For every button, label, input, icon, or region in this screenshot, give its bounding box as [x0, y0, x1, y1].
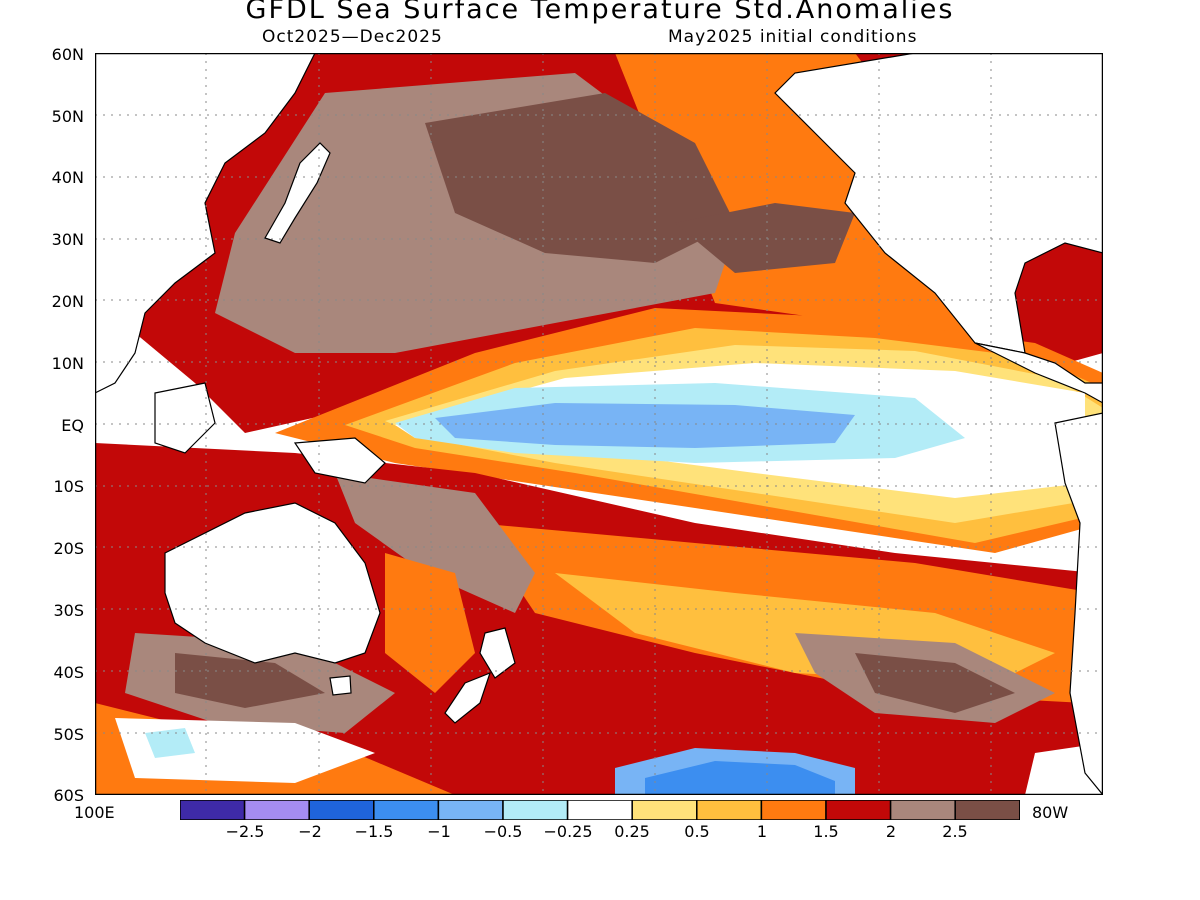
map-subtitle-period: Oct2025—Dec2025	[262, 27, 443, 47]
land-asia	[95, 53, 316, 394]
colorbar-tick-9: 1	[756, 822, 768, 841]
anomaly-region-south-brown	[335, 473, 535, 613]
lat-label-60s: 60S	[53, 786, 84, 805]
lat-label-20s: 20S	[53, 539, 84, 558]
lat-label-40s: 40S	[53, 663, 84, 682]
colorbar-swatch-13	[954, 800, 1020, 820]
colorbar-swatches	[180, 800, 1020, 820]
colorbar	[180, 800, 1020, 820]
map-title: GFDL Sea Surface Temperature Std.Anomali…	[245, 0, 955, 25]
lat-label-60n: 60N	[51, 45, 84, 64]
anomaly-region-far-south-cyan	[145, 728, 195, 758]
colorbar-swatch-9	[696, 800, 763, 820]
land-central-america	[974, 342, 1103, 404]
lat-label-10s: 10S	[53, 477, 84, 496]
lon-label-left: 100E	[74, 803, 115, 822]
anomaly-band-equatorial-blue	[435, 403, 855, 448]
lat-label-30n: 30N	[51, 230, 84, 249]
colorbar-tick-1: −2.5	[225, 822, 265, 841]
map-subtitle-initial-conditions: May2025 initial conditions	[668, 27, 918, 47]
land-masses	[95, 53, 1103, 795]
colorbar-swatch-2	[243, 800, 310, 820]
land-north-america	[774, 53, 1103, 354]
lat-label-10n: 10N	[51, 354, 84, 373]
colorbar-swatch-6	[502, 800, 569, 820]
colorbar-swatch-11	[825, 800, 892, 820]
colorbar-tick-7: 0.25	[614, 822, 650, 841]
colorbar-tick-8: 0.5	[684, 822, 710, 841]
colorbar-tick-10: 1.5	[813, 822, 839, 841]
colorbar-tick-4: −1	[427, 822, 451, 841]
colorbar-swatch-4	[373, 800, 440, 820]
colorbar-tick-6: −0.25	[543, 822, 593, 841]
anomaly-region-north-dark-brown-2	[675, 203, 855, 273]
lon-label-right: 80W	[1032, 803, 1069, 822]
colorbar-tick-3: −1.5	[354, 822, 394, 841]
land-new-zealand-south	[444, 671, 491, 724]
colorbar-swatch-8	[631, 800, 698, 820]
anomaly-region-southwest-dark-brown	[175, 653, 325, 708]
colorbar-swatch-10	[760, 800, 827, 820]
colorbar-tick-11: 2	[885, 822, 897, 841]
colorbar-swatch-12	[889, 800, 956, 820]
land-south-america	[1054, 412, 1103, 795]
colorbar-tick-5: −0.5	[483, 822, 523, 841]
land-borneo	[154, 382, 216, 454]
anomaly-region-north-dark-brown	[425, 93, 735, 263]
colorbar-swatch-5	[437, 800, 504, 820]
anomaly-map	[95, 53, 1103, 795]
lat-label-40n: 40N	[51, 168, 84, 187]
lat-label-50n: 50N	[51, 107, 84, 126]
colorbar-swatch-3	[308, 800, 375, 820]
lat-label-20n: 20N	[51, 292, 84, 311]
anomaly-region-tasman-orange	[385, 553, 475, 693]
land-japan	[264, 142, 331, 244]
lat-label-eq: EQ	[61, 416, 84, 435]
land-australia	[164, 502, 381, 664]
lat-label-30s: 30S	[53, 601, 84, 620]
land-new-guinea	[293, 437, 386, 484]
anomaly-region-south-east-dark-brown	[855, 653, 1015, 713]
colorbar-tick-2: −2	[298, 822, 322, 841]
land-tasmania	[329, 675, 352, 696]
colorbar-swatch-1	[180, 800, 246, 820]
grid-lines	[95, 53, 1103, 795]
colorbar-tick-12: 2.5	[942, 822, 968, 841]
lat-label-50s: 50S	[53, 725, 84, 744]
colorbar-swatch-7	[566, 800, 633, 820]
map-frame	[95, 53, 1103, 795]
anomaly-region-antarctic-blue	[645, 761, 835, 795]
